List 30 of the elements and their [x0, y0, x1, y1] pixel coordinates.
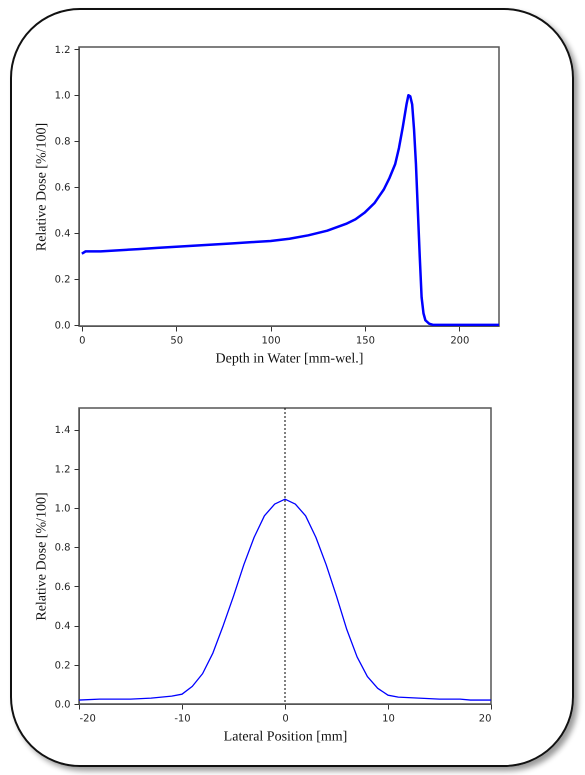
x-tick-label: 20: [478, 714, 492, 724]
x-tick-label: 200: [450, 336, 470, 346]
y-tick-label: 0.4: [54, 621, 70, 632]
y-tick-label: 0.6: [54, 182, 70, 194]
x-tick-label: 10: [382, 714, 395, 724]
y-tick-label: 1.4: [54, 425, 70, 436]
y-axis-title: Relative Dose [%/100]: [34, 492, 50, 621]
y-tick-label: 0.8: [54, 136, 70, 148]
y-tick-label: 0.4: [54, 228, 70, 240]
y-tick-label: 0.2: [54, 660, 70, 672]
y-tick-label: 1.0: [54, 90, 70, 102]
y-tick-label: 0.6: [54, 582, 70, 593]
x-tick-label: -20: [80, 714, 96, 724]
y-tick-label: 1.2: [54, 44, 70, 56]
x-tick-label: 50: [170, 336, 184, 346]
x-tick-label: -10: [174, 714, 191, 724]
y-axis-title: Relative Dose [%/100]: [34, 122, 50, 252]
y-tick-label: 0.0: [54, 320, 70, 332]
y-tick-label: 0.8: [54, 542, 70, 554]
x-tick-label: 100: [262, 336, 281, 346]
y-tick-label: 1.0: [54, 503, 70, 514]
x-axis-title: Depth in Water [mm-wel.]: [216, 352, 364, 366]
y-tick-label: 0.2: [54, 274, 70, 286]
x-tick-label: 0: [282, 714, 289, 724]
y-tick-label: 1.2: [54, 464, 70, 476]
x-axis-title: Lateral Position [mm]: [224, 730, 348, 744]
x-tick-label: 150: [356, 336, 376, 346]
y-tick-label: 0.0: [54, 700, 70, 710]
x-tick-label: 0: [79, 336, 86, 346]
line-series: [79, 498, 491, 701]
